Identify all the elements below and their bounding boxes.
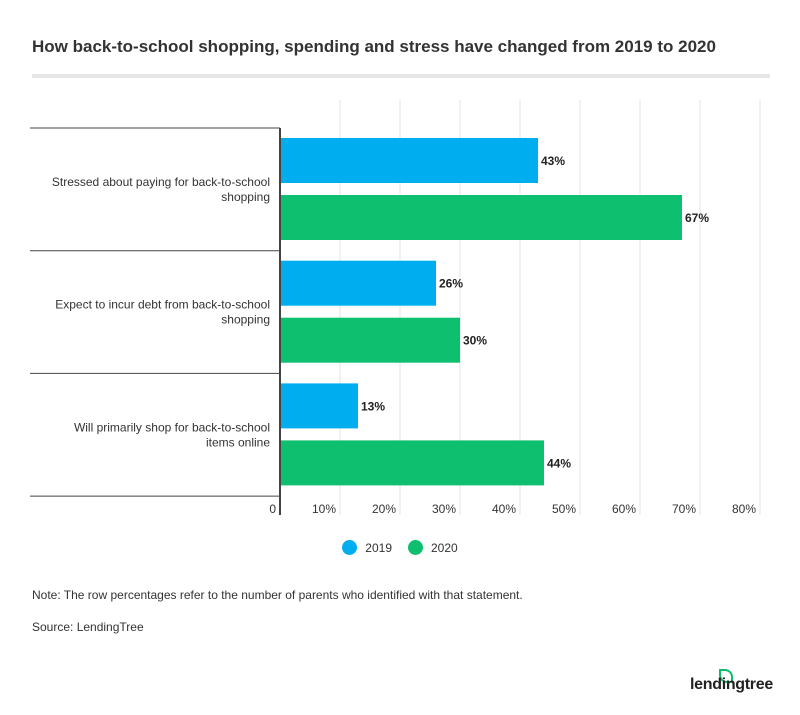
data-label: 26%	[439, 277, 463, 291]
bar-2020	[280, 440, 544, 486]
x-tick-label: 60%	[612, 502, 636, 516]
data-label: 43%	[541, 154, 565, 168]
category-label: shopping	[221, 190, 270, 204]
x-tick-label: 30%	[432, 502, 456, 516]
x-tick-label: 40%	[492, 502, 516, 516]
bar-2019	[280, 138, 538, 183]
legend-swatch-2019	[342, 540, 358, 555]
legend-item-2019[interactable]: 2019	[342, 540, 392, 555]
category-label: items online	[206, 435, 270, 449]
x-tick-label: 10%	[312, 502, 336, 516]
lendingtree-logo: lendingtree	[690, 676, 773, 693]
bar-2020	[280, 195, 682, 240]
data-label: 44%	[547, 456, 571, 470]
data-label: 30%	[463, 334, 487, 348]
chart-title: How back-to-school shopping, spending an…	[32, 37, 716, 56]
x-tick-label: 0	[269, 502, 276, 516]
bar-chart: 0 10% 20% 30% 40% 50% 60% 70% 80% Stressed about …	[30, 100, 761, 516]
leaf-logo-icon	[719, 669, 733, 683]
title-divider	[32, 74, 770, 78]
legend-label: 2019	[365, 540, 392, 555]
x-tick-label: 50%	[552, 502, 576, 516]
bar-2020	[280, 317, 460, 363]
category-label: Expect to incur debt from back-to-school	[55, 298, 270, 312]
x-tick-label: 20%	[372, 502, 396, 516]
note: Note: The row percentages refer to the n…	[32, 588, 523, 602]
source: Source: LendingTree	[32, 620, 144, 634]
legend-item-2020[interactable]: 2020	[408, 540, 458, 555]
legend-label: 2020	[431, 540, 458, 555]
legend: 2019 2020	[0, 540, 800, 555]
x-tick-label: 70%	[672, 502, 696, 516]
category-label: Will primarily shop for back-to-school	[74, 420, 270, 434]
bar-2019	[280, 260, 436, 306]
data-label: 67%	[685, 211, 709, 225]
category-label: Stressed about paying for back-to-school	[52, 175, 270, 189]
bar-2019	[280, 383, 358, 429]
x-tick-label: 80%	[732, 502, 756, 516]
data-label: 13%	[361, 399, 385, 413]
category-label: shopping	[221, 313, 270, 327]
legend-swatch-2020	[408, 540, 423, 555]
